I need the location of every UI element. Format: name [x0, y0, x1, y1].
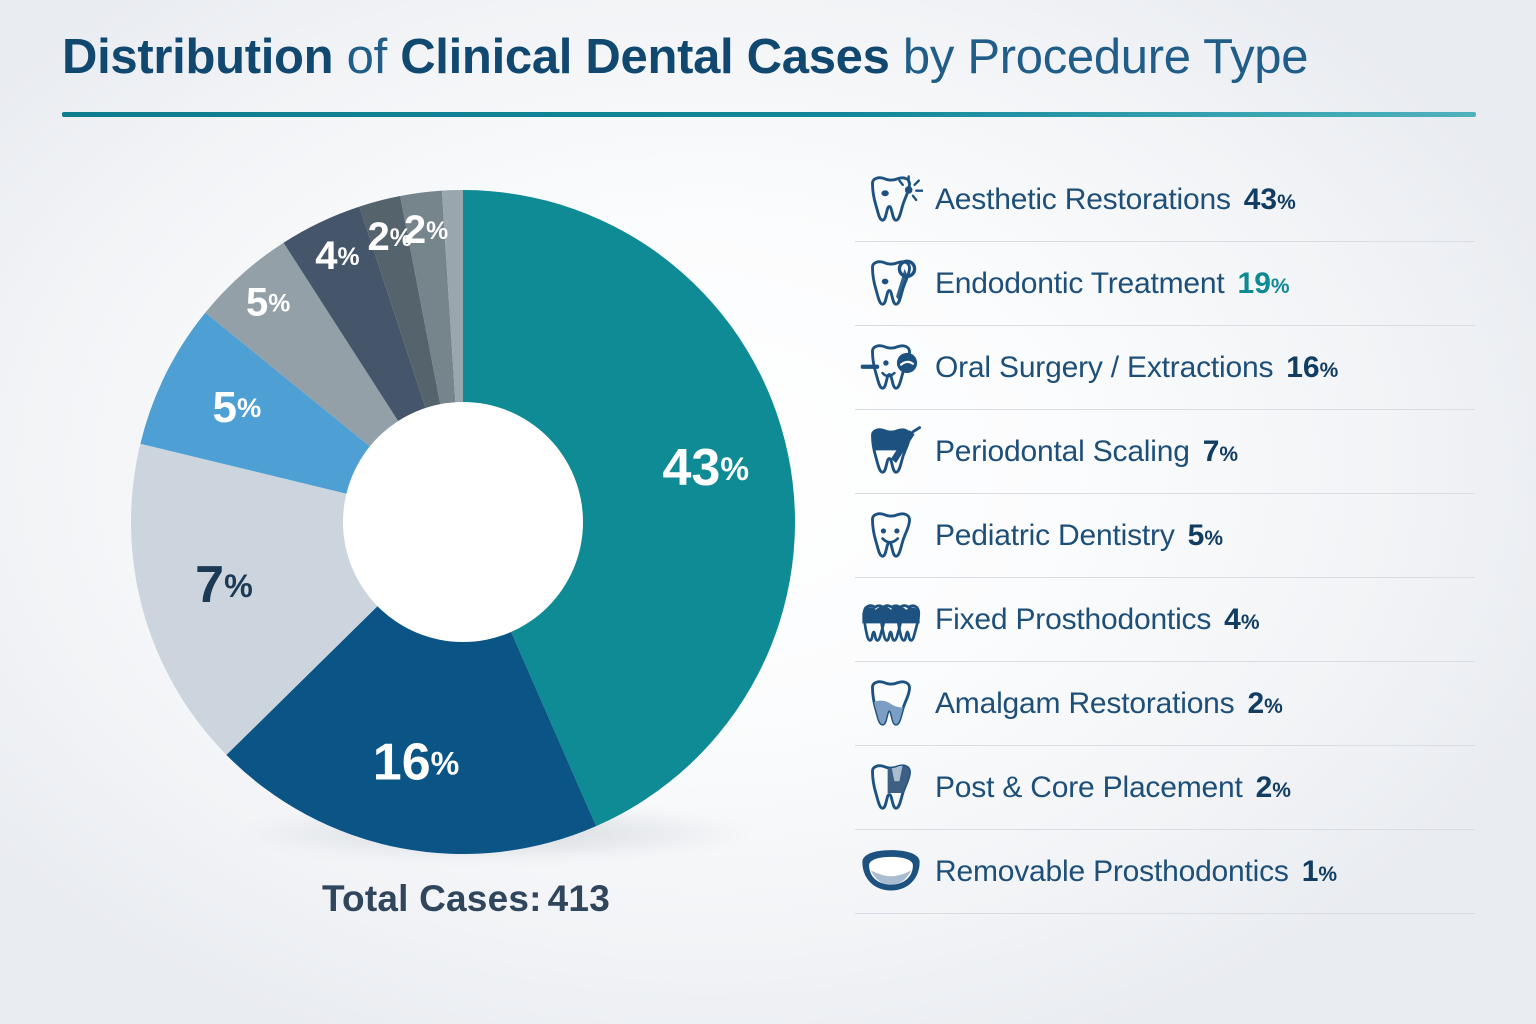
- legend-item-value-symbol: %: [1318, 862, 1338, 886]
- legend-item-oral-surgery-extractions[interactable]: Oral Surgery / Extractions 16%: [855, 326, 1475, 410]
- legend-item-value-symbol: %: [1240, 610, 1260, 634]
- legend-item-label: Fixed Prosthodontics: [935, 602, 1212, 636]
- donut-svg: 43%16%7%5%5%4% 2%2%: [131, 190, 795, 854]
- tooth-scaler-icon: [855, 421, 927, 483]
- legend-item-value: 7%: [1203, 435, 1238, 469]
- donut-chart: 43% 16% 7% 5% 5% 4% 2% 2%: [96, 170, 836, 880]
- legend-item-value-number: 1: [1301, 854, 1319, 888]
- donut-slice-label: 5%: [213, 383, 262, 432]
- donut-label-group: 43%16%7%5%5%4% 2%2%: [195, 208, 749, 791]
- legend-item-fixed-prosthodontics[interactable]: Fixed Prosthodontics 4%: [855, 578, 1475, 662]
- donut-slice[interactable]: [463, 190, 795, 827]
- donut-center-hole: [343, 402, 583, 642]
- legend-item-endodontic-treatment[interactable]: Endodontic Treatment 19%: [855, 242, 1475, 326]
- legend-item-value-symbol: %: [1204, 526, 1223, 550]
- legend-item-amalgam-restorations[interactable]: Amalgam Restorations 2%: [855, 662, 1475, 746]
- legend-item-value-number: 5: [1187, 518, 1205, 552]
- legend-item-value-symbol: %: [1277, 190, 1296, 214]
- legend-item-value-symbol: %: [1319, 358, 1339, 382]
- legend-item-value-number: 7: [1202, 434, 1220, 468]
- legend-item-periodontal-scaling[interactable]: Periodontal Scaling 7%: [855, 410, 1475, 494]
- legend-item-removable-prosthodontics[interactable]: Removable Prosthodontics 1%: [855, 830, 1475, 914]
- legend-item-label: Periodontal Scaling: [935, 434, 1190, 468]
- legend-item-aesthetic-restorations[interactable]: Aesthetic Restorations 43%: [855, 158, 1475, 242]
- legend-item-value-symbol: %: [1272, 778, 1291, 802]
- legend-item-value-number: 4: [1224, 602, 1241, 636]
- legend-text: Amalgam Restorations 2%: [935, 687, 1283, 721]
- legend-item-value: 4%: [1224, 603, 1259, 637]
- legend-item-label: Pediatric Dentistry: [935, 518, 1175, 552]
- total-cases: Total Cases: 413: [96, 878, 836, 920]
- legend-item-value: 2%: [1256, 771, 1291, 805]
- legend-item-value: 16%: [1286, 351, 1338, 385]
- legend-text: Removable Prosthodontics 1%: [935, 855, 1337, 889]
- legend-item-value-number: 2: [1247, 686, 1265, 720]
- legend-item-pediatric-dentistry[interactable]: Pediatric Dentistry 5%: [855, 494, 1475, 578]
- legend-text: Aesthetic Restorations 43%: [935, 183, 1296, 217]
- donut-slice-group: [131, 190, 795, 854]
- donut-slice-label: 2%: [367, 215, 411, 259]
- legend-item-value: 43%: [1244, 183, 1296, 217]
- title-part-1: Distribution: [62, 30, 334, 84]
- legend-list: Aesthetic Restorations 43% Endodontic Tre…: [855, 158, 1475, 914]
- legend-item-value-number: 2: [1255, 770, 1273, 804]
- legend-item-value: 5%: [1188, 519, 1223, 553]
- tooth-smile-icon: [855, 505, 927, 567]
- donut-slice-label: 16%: [373, 733, 460, 791]
- donut-slice-label: 5%: [246, 280, 290, 324]
- legend-item-value-symbol: %: [1219, 442, 1239, 466]
- legend-item-value-number: 19: [1237, 266, 1271, 300]
- legend-item-value-symbol: %: [1270, 274, 1290, 298]
- donut-slice[interactable]: [226, 522, 597, 854]
- title-part-4: by Procedure Type: [889, 30, 1309, 84]
- legend-item-label: Aesthetic Restorations: [935, 182, 1231, 216]
- donut-slice-label: 4%: [315, 234, 359, 278]
- legend-item-value: 2%: [1247, 687, 1282, 721]
- title-text: Distribution of Clinical Dental Cases by…: [62, 28, 1482, 86]
- title-part-3: Clinical Dental Cases: [400, 30, 890, 84]
- tooth-filling-icon: [855, 673, 927, 735]
- legend-text: Oral Surgery / Extractions 16%: [935, 351, 1338, 385]
- page-title: Distribution of Clinical Dental Cases by…: [62, 28, 1482, 86]
- tooth-extraction-icon: [855, 337, 927, 399]
- dental-bridge-icon: [855, 589, 927, 651]
- legend-item-label: Endodontic Treatment: [935, 266, 1225, 300]
- legend-text: Periodontal Scaling 7%: [935, 435, 1238, 469]
- legend-text: Endodontic Treatment 19%: [935, 267, 1290, 301]
- title-part-2: of: [333, 30, 401, 84]
- legend-item-post-core-placement[interactable]: Post & Core Placement 2%: [855, 746, 1475, 830]
- legend-item-label: Amalgam Restorations: [935, 686, 1235, 720]
- legend-text: Pediatric Dentistry 5%: [935, 519, 1223, 553]
- legend-item-value-number: 16: [1286, 350, 1320, 384]
- legend-item-value: 19%: [1238, 267, 1290, 301]
- legend-item-label: Removable Prosthodontics: [935, 854, 1289, 888]
- legend-item-value-number: 43: [1243, 182, 1278, 216]
- donut-slice-label: 2%: [404, 208, 448, 252]
- tooth-sparkle-icon: [855, 169, 927, 231]
- total-cases-label: Total Cases:: [321, 878, 542, 919]
- legend-item-label: Post & Core Placement: [935, 770, 1243, 804]
- legend-text: Fixed Prosthodontics 4%: [935, 603, 1260, 637]
- legend-text: Post & Core Placement 2%: [935, 771, 1291, 805]
- donut-slice-label: 7%: [195, 556, 253, 614]
- legend-item-value: 1%: [1302, 855, 1337, 889]
- title-underline-rule: [62, 112, 1476, 117]
- donut-slice-label: 43%: [662, 439, 749, 497]
- legend-item-value-symbol: %: [1264, 694, 1283, 718]
- tooth-postcore-icon: [855, 757, 927, 819]
- denture-icon: [855, 841, 927, 903]
- legend-item-label: Oral Surgery / Extractions: [935, 350, 1274, 384]
- tooth-rootcanal-icon: [855, 253, 927, 315]
- total-cases-value: 413: [547, 878, 610, 919]
